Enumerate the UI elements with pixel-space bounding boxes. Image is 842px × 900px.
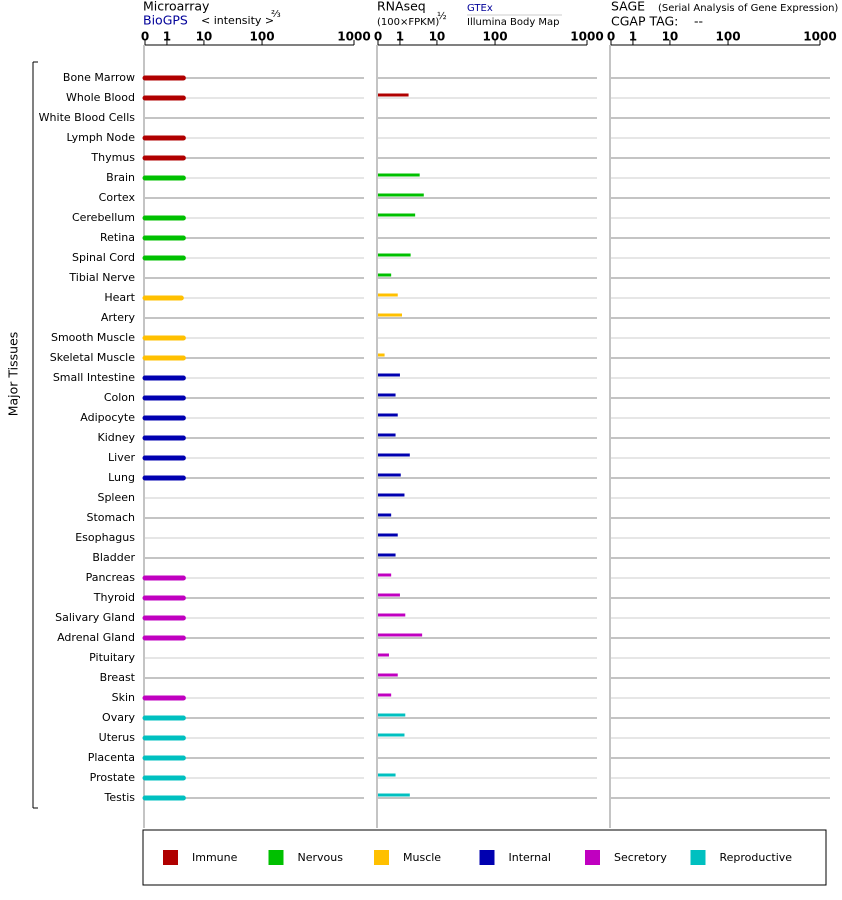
subtitle: (Serial Analysis of Gene Expression) (658, 3, 838, 14)
tissue-label: Brain (106, 171, 135, 184)
tissue-label: Spinal Cord (72, 251, 135, 264)
tick-label: 10 (429, 30, 446, 44)
tissue-label: Stomach (86, 511, 135, 524)
tissue-label: Small Intestine (53, 371, 135, 384)
unit: (100×FPKM) (377, 17, 439, 28)
tissue-label: Bone Marrow (63, 71, 135, 84)
tissue-label: Uterus (99, 731, 136, 744)
legend-label: Muscle (403, 851, 441, 864)
tissue-label: Breast (100, 671, 136, 684)
source-link[interactable]: GTEx (467, 3, 493, 14)
tick-label: 1 (396, 30, 404, 44)
tick-label: 1000 (337, 30, 370, 44)
tissue-label: Salivary Gland (55, 611, 135, 624)
tissue-label: Pancreas (86, 571, 136, 584)
tick-label: 1 (629, 30, 637, 44)
tick-label: 0 (607, 30, 615, 44)
tissue-label: Lymph Node (66, 131, 135, 144)
tissue-label: Liver (108, 451, 135, 464)
tissue-label: Kidney (97, 431, 135, 444)
legend-swatch (374, 850, 389, 865)
tissue-label: Skeletal Muscle (50, 351, 135, 364)
tissue-label: Ovary (102, 711, 135, 724)
tissue-label: Testis (104, 791, 136, 804)
legend-swatch (690, 850, 706, 865)
tissue-label: Skin (112, 691, 135, 704)
tick-label: 100 (250, 30, 275, 44)
panel-title: Microarray (143, 0, 210, 14)
tick-label: 10 (196, 30, 213, 44)
tissue-label: Adrenal Gland (57, 631, 135, 644)
tick-label: 1000 (803, 30, 836, 44)
legend-label: Nervous (298, 851, 344, 864)
exponent: ½ (437, 10, 447, 22)
tissue-label: Pituitary (89, 651, 135, 664)
tissue-label: Tibial Nerve (68, 271, 135, 284)
legend-swatch (585, 850, 600, 865)
legend-label: Reproductive (720, 851, 793, 864)
tissue-label: Artery (101, 311, 136, 324)
axis-label: < intensity > (201, 14, 274, 27)
legend-swatch (479, 850, 495, 865)
tissue-label: Adipocyte (80, 411, 135, 424)
tick-label: 100 (716, 30, 741, 44)
tissue-label: Thymus (90, 151, 135, 164)
tissue-label: Colon (104, 391, 135, 404)
tissue-label: Cortex (99, 191, 136, 204)
tag-label: CGAP TAG: (611, 14, 678, 29)
tissue-label: Cerebellum (72, 211, 135, 224)
tick-label: 1 (163, 30, 171, 44)
tick-label: 0 (141, 30, 149, 44)
tissue-label: Esophagus (75, 531, 135, 544)
source-link[interactable]: Illumina Body Map (467, 17, 560, 28)
legend-swatch (163, 850, 178, 865)
tissue-label: Spleen (97, 491, 135, 504)
legend-label: Secretory (614, 851, 667, 864)
panel-title: RNAseq (377, 0, 426, 14)
tick-label: 0 (374, 30, 382, 44)
legend-label: Immune (192, 851, 238, 864)
tag: -- (694, 14, 703, 29)
panel-title: SAGE (611, 0, 645, 14)
tissue-label: Smooth Muscle (51, 331, 135, 344)
tissue-label: Prostate (90, 771, 136, 784)
tissue-label: Whole Blood (66, 91, 135, 104)
legend-swatch (268, 850, 284, 865)
tick-label: 10 (662, 30, 679, 44)
tissue-label: Bladder (92, 551, 135, 564)
legend-label: Internal (509, 851, 551, 864)
legend-box (142, 829, 827, 886)
tissue-label: Retina (100, 231, 135, 244)
tick-label: 1000 (570, 30, 603, 44)
tissue-label: Placenta (88, 751, 135, 764)
tissue-label: Thyroid (93, 591, 135, 604)
tissue-label: Lung (108, 471, 135, 484)
tissue-label: Heart (104, 291, 135, 304)
tissue-label: White Blood Cells (39, 111, 136, 124)
tick-label: 100 (483, 30, 508, 44)
source-link[interactable]: BioGPS (143, 13, 188, 28)
y-label: Major Tissues (6, 332, 21, 417)
exponent: ⅔ (271, 9, 281, 20)
